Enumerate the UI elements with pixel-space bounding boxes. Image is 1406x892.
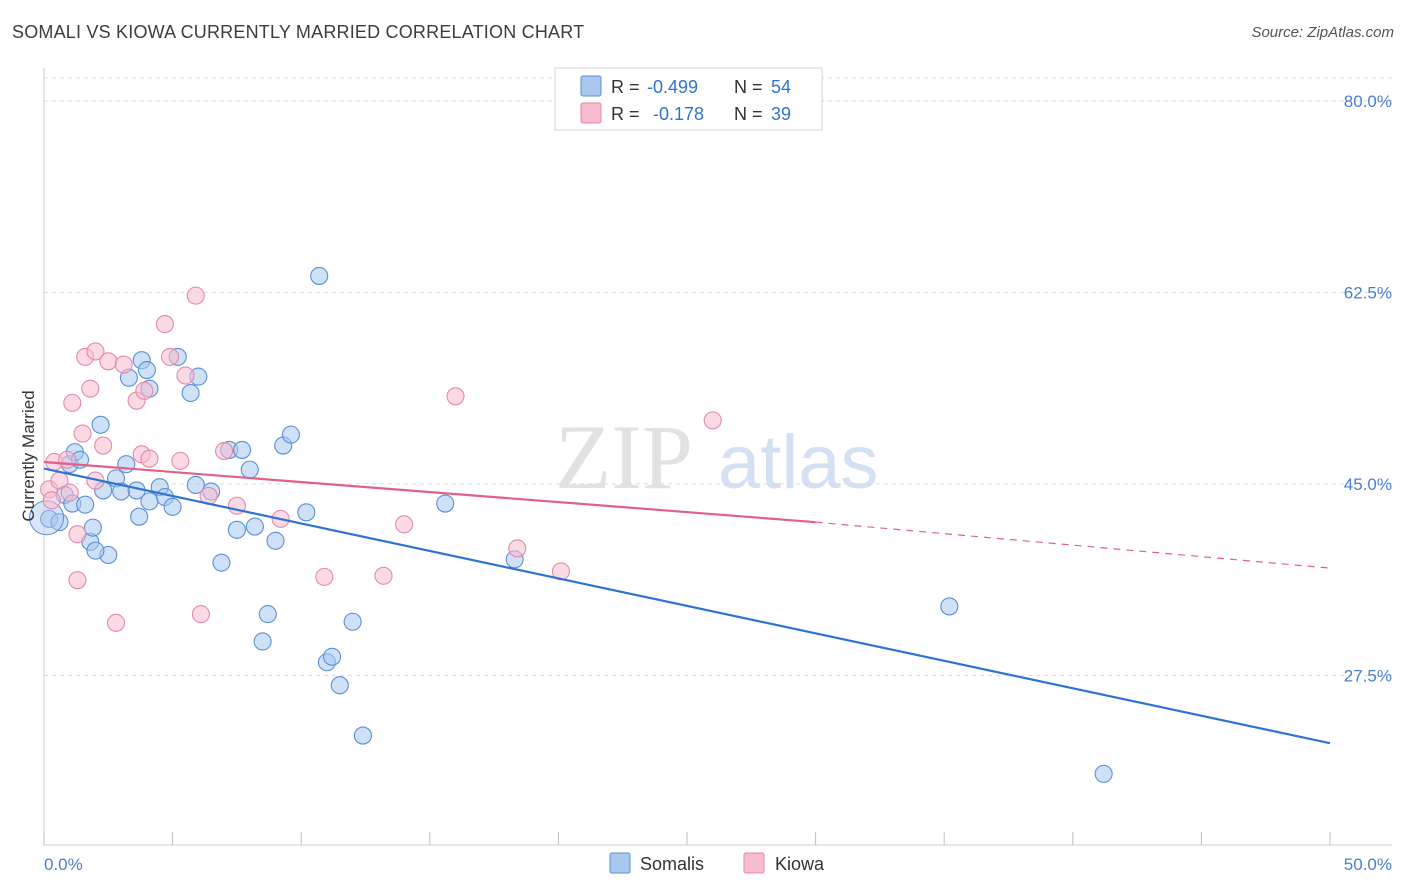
somalis-point	[266, 531, 285, 550]
kiowa-point	[63, 393, 82, 412]
gridlines	[44, 77, 1392, 676]
source-label: Source: ZipAtlas.com	[1251, 24, 1394, 41]
legend: R = -0.499 N = 54 R = -0.178 N = 39	[554, 67, 823, 131]
somalis-point	[1094, 764, 1113, 783]
somalis-point	[76, 495, 95, 514]
kiowa-point	[703, 411, 722, 430]
somalis-trend-line	[43, 467, 1331, 745]
y-tick-label: 62.5%	[1344, 283, 1392, 302]
y-tick-labels: 27.5% 45.0% 62.5% 80.0%	[1344, 92, 1392, 686]
somalis-point	[343, 612, 362, 631]
somalis-points	[29, 266, 1113, 783]
kiowa-point	[315, 567, 334, 586]
somalis-point	[940, 597, 959, 616]
kiowa-point	[140, 449, 159, 468]
kiowa-point	[81, 379, 100, 398]
legend-n-value-kiowa: 39	[771, 104, 791, 124]
bottom-legend-label-somalis: Somalis	[640, 854, 704, 874]
kiowa-point	[191, 605, 210, 624]
bottom-legend-swatch-somalis	[609, 852, 631, 874]
somalis-point	[310, 266, 329, 285]
somalis-point	[330, 676, 349, 695]
legend-swatch-somalis	[580, 75, 602, 97]
kiowa-point	[94, 436, 113, 455]
somalis-point	[253, 632, 272, 651]
kiowa-point	[186, 286, 205, 305]
kiowa-point	[60, 483, 79, 502]
legend-r-label-somalis: R =	[611, 77, 640, 97]
somalis-point	[186, 475, 205, 495]
y-tick-label: 27.5%	[1344, 666, 1392, 685]
somalis-point	[163, 497, 182, 516]
kiowa-point	[395, 515, 414, 534]
bottom-legend: Somalis Kiowa	[609, 852, 825, 874]
somalis-point	[140, 492, 159, 511]
kiowa-point	[374, 566, 393, 585]
chart-title: SOMALI VS KIOWA CURRENTLY MARRIED CORREL…	[12, 22, 585, 42]
kiowa-point	[171, 451, 190, 470]
y-axis-label: Currently Married	[19, 390, 38, 521]
legend-swatch-kiowa	[580, 102, 602, 124]
somalis-point	[258, 605, 277, 624]
legend-n-value-somalis: 54	[771, 77, 791, 97]
somalis-point	[227, 520, 246, 539]
kiowa-trend-line	[43, 460, 816, 524]
somalis-point	[86, 541, 105, 560]
somalis-point	[297, 503, 316, 522]
somalis-point	[232, 440, 252, 459]
somalis-point	[83, 518, 102, 537]
kiowa-points	[40, 286, 722, 632]
somalis-point	[436, 494, 455, 513]
kiowa-point	[508, 539, 527, 558]
kiowa-point	[160, 347, 180, 366]
somalis-point	[130, 507, 149, 526]
bottom-legend-swatch-kiowa	[743, 852, 765, 874]
watermark-zip: ZIP	[555, 406, 693, 508]
somalis-point	[212, 553, 231, 572]
x-tick-label-min: 0.0%	[44, 855, 83, 874]
somalis-point	[240, 460, 259, 479]
kiowa-point	[135, 381, 154, 400]
somalis-point	[353, 726, 372, 745]
kiowa-point	[68, 571, 87, 590]
somalis-point	[323, 647, 342, 666]
x-ticks	[43, 832, 1331, 845]
axes	[43, 68, 1392, 846]
bottom-legend-label-kiowa: Kiowa	[775, 854, 825, 874]
somalis-point	[181, 383, 200, 403]
kiowa-point	[446, 387, 465, 406]
legend-r-value-kiowa: -0.178	[653, 104, 704, 124]
somalis-point	[245, 517, 264, 536]
trend-lines	[43, 460, 1331, 745]
kiowa-point	[86, 342, 105, 361]
y-tick-label: 45.0%	[1344, 475, 1392, 494]
kiowa-point	[73, 424, 92, 443]
kiowa-point	[42, 491, 61, 510]
somalis-point	[117, 455, 136, 474]
kiowa-point	[106, 613, 126, 632]
legend-n-label-somalis: N =	[734, 77, 763, 97]
watermark: ZIP atlas	[555, 406, 879, 508]
watermark-atlas: atlas	[718, 420, 879, 505]
kiowa-trend-line-extension	[815, 521, 1331, 569]
x-tick-label-max: 50.0%	[1344, 855, 1392, 874]
legend-r-label-kiowa: R =	[611, 104, 640, 124]
legend-r-value-somalis: -0.499	[647, 77, 698, 97]
kiowa-point	[58, 450, 77, 469]
kiowa-point	[214, 441, 234, 461]
somalis-point	[137, 360, 156, 380]
kiowa-point	[99, 352, 118, 371]
somalis-point	[281, 425, 300, 444]
legend-n-label-kiowa: N =	[734, 104, 763, 124]
somalis-point	[91, 415, 110, 434]
y-tick-label: 80.0%	[1344, 92, 1392, 111]
kiowa-point	[176, 366, 195, 385]
kiowa-point	[114, 355, 133, 374]
kiowa-point	[68, 525, 87, 544]
kiowa-point	[155, 315, 174, 334]
